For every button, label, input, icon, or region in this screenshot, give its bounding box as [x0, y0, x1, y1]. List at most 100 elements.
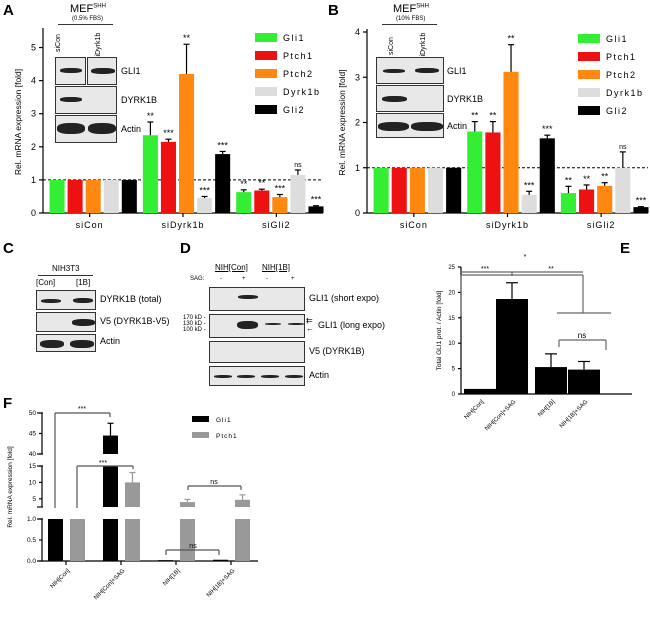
x-tick-label: NIH[1B]	[162, 568, 181, 587]
y-tick-label: 15	[448, 316, 455, 322]
inset-b-lane-1: siCon	[388, 37, 395, 55]
legend-label: Gli1	[283, 33, 305, 43]
legend-swatch	[255, 33, 277, 42]
bar-dyrk1b	[290, 174, 306, 213]
y-tick-label: 15	[29, 463, 37, 470]
bar-gli1	[49, 179, 65, 213]
legend-swatch	[255, 87, 277, 96]
bar-dyrk1b	[103, 179, 119, 213]
significance-label: **	[601, 172, 609, 182]
significance-label: **	[258, 178, 266, 188]
y-tick-label: 20	[448, 290, 455, 296]
bar-gli2	[446, 167, 462, 213]
legend-label: Dyrk1b	[283, 87, 321, 97]
bar-dyrk1b	[521, 194, 537, 213]
bar-ptch1	[235, 519, 250, 561]
legend-label: Ptch2	[283, 69, 314, 79]
significance-label: ***	[636, 196, 647, 206]
bar-gli1	[103, 466, 118, 507]
bar-gli1	[142, 135, 158, 213]
inset-a-rule	[58, 24, 113, 25]
bar-ptch1	[125, 519, 140, 561]
bar	[496, 299, 528, 394]
bar-ptch1	[254, 190, 270, 213]
y-tick-label: 5	[31, 43, 36, 53]
bar	[568, 369, 600, 394]
legend-swatch	[255, 69, 277, 78]
x-tick-label: NIH[Con]+SAG	[93, 568, 126, 601]
y-tick-label: 4	[31, 76, 36, 86]
significance-label: ***	[275, 183, 286, 193]
y-tick-label: 2	[355, 118, 360, 128]
blot-c-row-dyrk1b: DYRK1B (total)	[100, 294, 162, 304]
panel-label-a: A	[3, 2, 14, 19]
significance-label: ns	[578, 331, 586, 340]
bar-gli1	[48, 519, 63, 561]
bar-gli1	[373, 167, 389, 213]
significance-label: ns	[619, 144, 627, 151]
bar	[464, 388, 496, 394]
legend-swatch	[255, 51, 277, 60]
inset-b-row-gli1: GLI1	[447, 66, 467, 76]
inset-b-lane-2: siDyrk1b	[420, 32, 427, 60]
y-axis-label: Rel. mRNA expression [fold]	[7, 446, 14, 527]
blot-d-row-long: GLI1 (long expo)	[318, 320, 386, 330]
bar-ptch1	[160, 141, 176, 213]
arrow-icon: ⇇	[306, 316, 313, 325]
bar-ptch2	[85, 179, 101, 213]
inset-a-title: MEF	[70, 3, 94, 15]
legend-label: Gli1	[216, 417, 232, 424]
significance-label: ns	[189, 543, 197, 550]
y-tick-label: 3	[31, 109, 36, 119]
bar-gli2	[539, 138, 555, 213]
significance-label: **	[508, 34, 516, 44]
y-tick-label: 5	[32, 496, 36, 503]
significance-label: ***	[524, 180, 535, 190]
y-tick-label: 4	[355, 27, 360, 37]
blot-d-row-short: GLI1 (short expo)	[309, 293, 380, 303]
panel-label-b: B	[328, 2, 339, 19]
significance-label: **	[240, 179, 248, 189]
significance-label: **	[565, 175, 573, 185]
x-tick-label: siGli2	[587, 220, 616, 230]
inset-a-condition: (0.5% FBS)	[72, 16, 104, 22]
marker-100: 100 kD -	[183, 327, 206, 333]
significance-label: ***	[311, 195, 322, 205]
bar-dyrk1b	[427, 167, 444, 213]
y-tick-label: 45	[29, 431, 37, 438]
y-tick-label: 0	[355, 208, 360, 218]
blot-c-row-v5: V5 (DYRK1B-V5)	[100, 316, 170, 326]
bar-gli1	[158, 560, 173, 561]
legend-swatch	[578, 34, 600, 43]
blot-d-sag-4: +	[291, 276, 295, 282]
x-tick-label: siDyrk1b	[161, 220, 204, 230]
bar-ptch2	[272, 197, 288, 213]
significance-label: **	[471, 111, 479, 121]
blot-d-sag-1: -	[220, 276, 222, 282]
bar-ptch1	[180, 519, 195, 561]
significance-label: ns	[294, 162, 302, 169]
blot-c-row-actin: Actin	[100, 336, 121, 346]
bar-dyrk1b	[197, 198, 213, 213]
legend-label: Gli2	[606, 106, 628, 116]
inset-b-title: MEF	[393, 3, 417, 15]
significance-label: **	[147, 111, 155, 121]
significance-label: ***	[99, 460, 107, 467]
legend-swatch	[578, 106, 600, 115]
marker-170: 170 kD -	[183, 315, 206, 321]
blot-d-group-con: NIH[Con]	[215, 263, 248, 272]
y-tick-label: 0.0	[27, 558, 36, 565]
blot-c-title: NIH3T3	[52, 264, 80, 273]
y-axis-label: Rel. mRNA expression [fold]	[337, 69, 347, 175]
bar-ptch2	[503, 71, 519, 213]
panel-label-c: C	[3, 240, 14, 257]
bar-gli1	[103, 519, 118, 561]
y-axis-label: Total GLI1 prot. / Actin [fold]	[436, 290, 443, 370]
significance-label: ***	[163, 128, 174, 138]
significance-label: ***	[217, 140, 228, 150]
bar-ptch1	[235, 499, 250, 507]
panel-label-d: D	[180, 240, 191, 257]
x-tick-label: siCon	[400, 220, 428, 230]
blot-d-sag-label: SAG:	[190, 276, 205, 282]
bar-ptch1	[70, 519, 85, 561]
